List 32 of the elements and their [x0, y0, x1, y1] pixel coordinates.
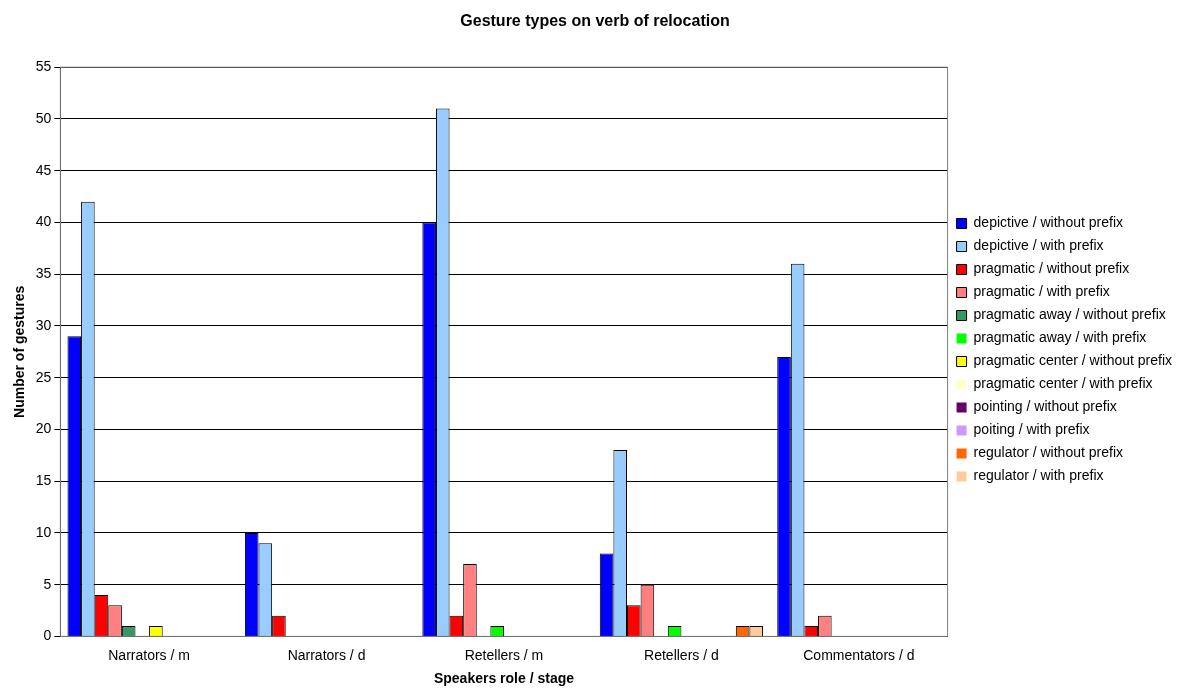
legend-label: pragmatic center / with prefix — [973, 375, 1153, 392]
x-axis-title: Speakers role / stage — [433, 670, 575, 687]
y-tick-label: 55 — [35, 58, 52, 75]
x-tick-label: Narrators / m — [108, 646, 190, 663]
x-tick-label: Retellers / d — [644, 646, 719, 663]
legend-label: pragmatic center / without prefix — [973, 352, 1172, 369]
legend-label: pragmatic away / with prefix — [973, 329, 1147, 346]
x-tick-label: Narrators / d — [287, 646, 366, 663]
legend-label: depictive / without prefix — [973, 214, 1123, 231]
legend-label: poiting / with prefix — [973, 421, 1090, 438]
legend-label: pragmatic / with prefix — [973, 283, 1110, 300]
y-tick-label: 25 — [35, 368, 52, 385]
y-tick-label: 15 — [35, 472, 52, 489]
y-tick-label: 0 — [43, 627, 52, 644]
x-tick-label: Retellers / m — [464, 646, 544, 663]
y-axis-title: Number of gestures — [11, 285, 28, 418]
legend-label: regulator / without prefix — [973, 444, 1123, 461]
x-tick-label: Commentators / d — [803, 646, 915, 663]
y-tick-label: 20 — [35, 420, 52, 437]
y-tick-label: 50 — [35, 109, 52, 126]
legend-label: depictive / with prefix — [973, 237, 1104, 254]
chart-title: Gesture types on verb of relocation — [460, 12, 730, 30]
legend-label: pointing / without prefix — [973, 398, 1117, 415]
y-tick-label: 30 — [35, 316, 52, 333]
y-tick-label: 5 — [43, 575, 52, 592]
legend-label: pragmatic away / without prefix — [973, 306, 1166, 323]
y-tick-label: 10 — [35, 523, 52, 540]
legend-label: regulator / with prefix — [973, 467, 1104, 484]
y-tick-label: 45 — [35, 161, 52, 178]
y-tick-label: 35 — [35, 265, 52, 282]
y-tick-label: 40 — [35, 213, 52, 230]
legend-label: pragmatic / without prefix — [973, 260, 1130, 277]
